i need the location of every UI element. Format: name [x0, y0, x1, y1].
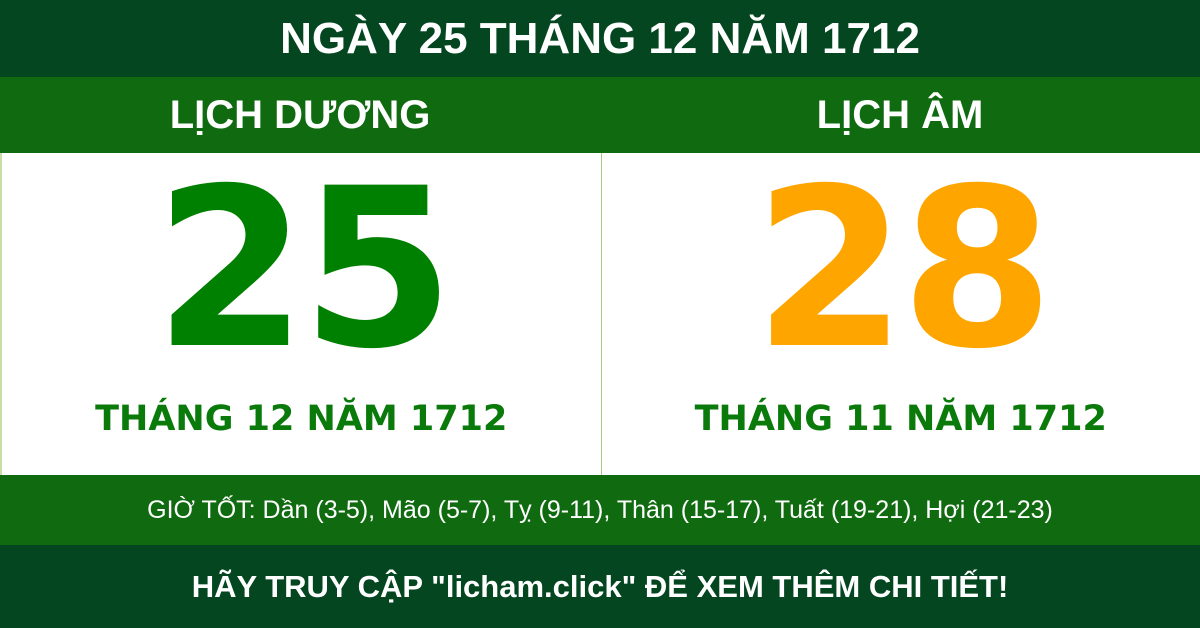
page-title: NGÀY 25 THÁNG 12 NĂM 1712: [0, 0, 1200, 77]
calendar-days: 25 THÁNG 12 NĂM 1712 28 THÁNG 11 NĂM 171…: [0, 153, 1200, 475]
solar-month-year: THÁNG 12 NĂM 1712: [95, 399, 508, 439]
lunar-panel: 28 THÁNG 11 NĂM 1712: [602, 153, 1200, 475]
good-hours: GIỜ TỐT: Dần (3-5), Mão (5-7), Tỵ (9-11)…: [0, 475, 1200, 545]
solar-calendar-label: LỊCH DƯƠNG: [169, 93, 431, 137]
lunar-month-year: THÁNG 11 NĂM 1712: [694, 399, 1107, 439]
solar-day: 25: [154, 141, 454, 397]
lunar-calendar-label: LỊCH ÂM: [816, 93, 984, 137]
footer-banner: HÃY TRUY CẬP "licham.click" ĐỂ XEM THÊM …: [0, 545, 1200, 628]
calendar-headers: LỊCH DƯƠNG LỊCH ÂM: [0, 77, 1200, 153]
lunar-day: 28: [753, 141, 1054, 397]
solar-panel: 25 THÁNG 12 NĂM 1712: [0, 153, 602, 475]
